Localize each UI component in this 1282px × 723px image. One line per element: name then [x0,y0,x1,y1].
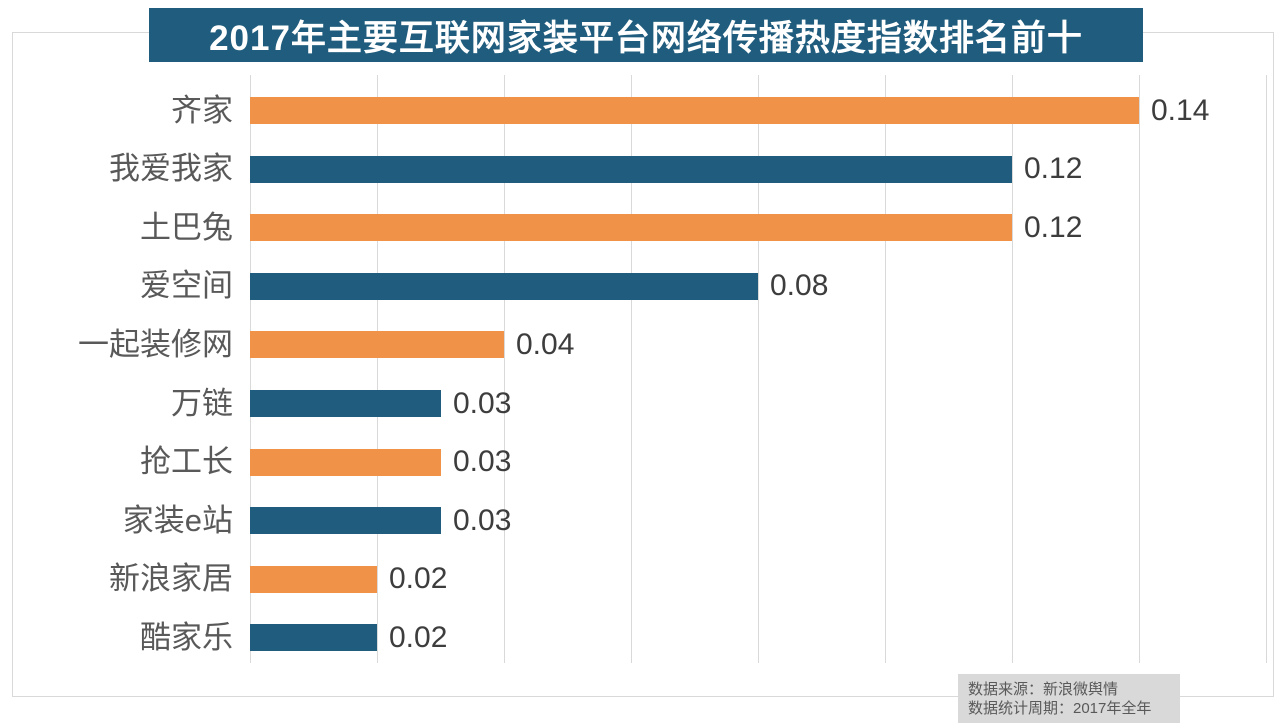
bar [250,155,1012,183]
value-label: 0.03 [453,503,512,537]
bar [250,390,441,417]
value-label: 0.04 [516,327,575,361]
gridline [631,75,632,663]
bar [250,331,504,359]
category-label: 齐家 [171,92,233,128]
value-label: 0.12 [1024,152,1083,186]
bar [250,272,758,300]
category-label: 爱空间 [140,268,233,304]
category-label: 酷家乐 [140,619,233,655]
value-label: 0.14 [1151,93,1210,127]
chart-frame [12,32,1274,697]
bar [250,448,441,476]
gridline [250,75,251,663]
value-label: 0.02 [389,562,448,596]
category-label: 新浪家居 [109,561,233,597]
gridline [1139,75,1140,663]
data-source-note: 数据来源：新浪微舆情 数据统计周期：2017年全年 [958,674,1180,723]
value-label: 0.02 [389,620,448,654]
bar [250,565,377,593]
gridline [1012,75,1013,663]
value-label: 0.12 [1024,210,1083,244]
category-label: 一起装修网 [78,326,233,362]
gridline [504,75,505,663]
gridline [758,75,759,663]
data-period-line: 数据统计周期：2017年全年 [968,700,1152,717]
category-label: 我爱我家 [109,151,233,187]
bar [250,624,377,652]
category-label: 土巴兔 [140,209,233,245]
chart-title: 2017年主要互联网家装平台网络传播热度指数排名前十 [149,8,1143,62]
gridline [1266,75,1267,663]
category-label: 家装e站 [122,502,233,538]
gridline [885,75,886,663]
category-label: 万链 [171,385,233,421]
category-label: 抢工长 [140,444,233,480]
gridline [377,75,378,663]
bar [250,507,441,535]
value-label: 0.03 [453,445,512,479]
data-source-line: 数据来源：新浪微舆情 [968,681,1119,698]
value-label: 0.03 [453,386,512,420]
value-label: 0.08 [770,269,829,303]
bar [250,214,1012,242]
bar [250,97,1139,124]
